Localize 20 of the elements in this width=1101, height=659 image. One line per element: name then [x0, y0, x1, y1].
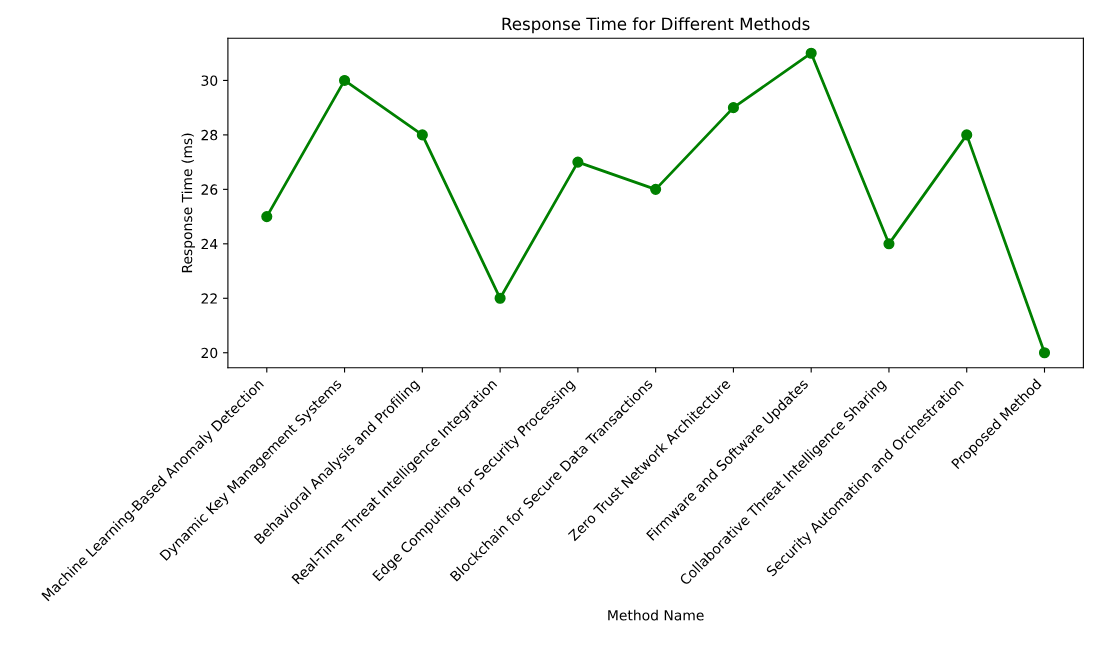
point	[805, 47, 817, 59]
point	[416, 129, 428, 141]
y-axis-title: Response Time (ms)	[181, 133, 195, 273]
point	[650, 183, 662, 195]
point	[572, 156, 584, 168]
y-tick-label: 22	[201, 293, 217, 304]
x-axis-title: Method Name	[608, 609, 704, 621]
point	[727, 102, 739, 114]
chart-title: Response Time for Different Methods	[502, 17, 810, 34]
y-tick-label: 28	[201, 129, 218, 141]
point	[261, 211, 273, 223]
y-tick-label: 24	[201, 238, 218, 250]
y-tick-label: 26	[201, 184, 218, 195]
point	[339, 74, 351, 86]
point	[494, 292, 506, 304]
point	[1038, 347, 1051, 359]
point	[883, 238, 895, 250]
y-tick-label: 30	[201, 75, 218, 86]
point	[961, 129, 973, 141]
y-tick-label: 20	[201, 347, 218, 359]
